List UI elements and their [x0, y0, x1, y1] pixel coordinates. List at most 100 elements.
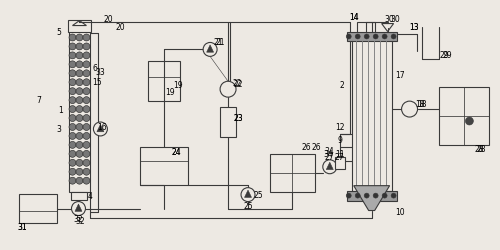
Circle shape — [94, 122, 108, 136]
Circle shape — [69, 133, 76, 140]
Bar — [68, 28, 90, 192]
Text: 22: 22 — [232, 78, 242, 88]
Circle shape — [373, 193, 378, 198]
Bar — [140, 147, 188, 185]
Bar — [220, 108, 236, 138]
Circle shape — [69, 115, 76, 122]
Text: 2: 2 — [340, 80, 344, 89]
Text: 20: 20 — [104, 15, 113, 24]
Circle shape — [83, 160, 90, 166]
Polygon shape — [244, 190, 252, 198]
Bar — [346, 32, 397, 42]
Text: 19: 19 — [166, 87, 175, 96]
Text: 13: 13 — [408, 23, 418, 32]
Text: 26: 26 — [311, 143, 320, 152]
Circle shape — [83, 97, 90, 104]
Circle shape — [83, 115, 90, 122]
Text: 18: 18 — [415, 99, 424, 108]
Circle shape — [69, 160, 76, 166]
Text: 30: 30 — [384, 15, 394, 24]
Circle shape — [355, 193, 360, 198]
Circle shape — [83, 53, 90, 60]
Text: 31: 31 — [18, 222, 28, 231]
Circle shape — [83, 62, 90, 68]
Text: 9: 9 — [338, 136, 342, 145]
Circle shape — [203, 43, 217, 57]
Bar — [18, 194, 57, 224]
Circle shape — [346, 35, 351, 40]
Circle shape — [72, 202, 86, 216]
Text: 5: 5 — [56, 28, 61, 37]
Text: 18: 18 — [417, 99, 426, 108]
Text: 6: 6 — [93, 64, 98, 72]
Text: 26: 26 — [301, 143, 310, 152]
Circle shape — [355, 35, 360, 40]
Circle shape — [83, 168, 90, 175]
Circle shape — [364, 35, 369, 40]
Text: 13: 13 — [408, 23, 418, 32]
Circle shape — [391, 35, 396, 40]
Bar — [346, 191, 397, 201]
Bar — [68, 20, 92, 32]
Text: 31: 31 — [18, 222, 28, 231]
Text: 19: 19 — [174, 80, 183, 89]
Text: 10: 10 — [395, 207, 404, 216]
Circle shape — [76, 151, 83, 158]
Text: 21: 21 — [216, 38, 225, 47]
Circle shape — [83, 106, 90, 113]
Text: 14: 14 — [349, 13, 358, 22]
Circle shape — [69, 53, 76, 60]
Bar — [270, 154, 315, 192]
Bar — [72, 192, 88, 200]
Text: 11: 11 — [335, 150, 344, 159]
Text: 21: 21 — [214, 38, 223, 47]
Text: 29: 29 — [440, 51, 450, 60]
Circle shape — [69, 97, 76, 104]
Text: 24: 24 — [172, 148, 181, 157]
Text: 20: 20 — [116, 23, 125, 32]
Circle shape — [402, 102, 417, 118]
Circle shape — [83, 80, 90, 86]
Circle shape — [83, 70, 90, 78]
Circle shape — [76, 106, 83, 113]
Text: 28: 28 — [476, 145, 486, 154]
Circle shape — [69, 178, 76, 184]
Text: 32: 32 — [74, 214, 84, 223]
Circle shape — [69, 151, 76, 158]
Circle shape — [220, 82, 236, 98]
Circle shape — [69, 62, 76, 68]
Circle shape — [76, 168, 83, 175]
Circle shape — [76, 124, 83, 131]
Circle shape — [76, 44, 83, 51]
Circle shape — [76, 88, 83, 95]
Text: 22: 22 — [234, 80, 243, 88]
Circle shape — [76, 97, 83, 104]
Circle shape — [69, 142, 76, 149]
Circle shape — [83, 151, 90, 158]
Bar — [335, 157, 344, 169]
Text: 29: 29 — [442, 51, 452, 60]
Circle shape — [69, 80, 76, 86]
Text: 17: 17 — [395, 70, 404, 80]
Circle shape — [76, 70, 83, 78]
Text: 7: 7 — [36, 95, 41, 104]
Circle shape — [76, 35, 83, 42]
Text: 14: 14 — [349, 13, 358, 22]
Text: 24: 24 — [172, 148, 181, 157]
Circle shape — [76, 62, 83, 68]
Text: 27: 27 — [335, 153, 344, 162]
Text: 33: 33 — [96, 68, 106, 76]
Bar — [352, 37, 392, 191]
Circle shape — [83, 35, 90, 42]
Polygon shape — [75, 204, 82, 212]
Circle shape — [69, 70, 76, 78]
Circle shape — [69, 88, 76, 95]
Circle shape — [241, 188, 255, 202]
Text: 27: 27 — [325, 153, 334, 162]
Text: 1: 1 — [58, 105, 63, 114]
Circle shape — [83, 124, 90, 131]
Text: 4: 4 — [88, 191, 93, 200]
Circle shape — [76, 142, 83, 149]
Text: 23: 23 — [233, 113, 243, 122]
Polygon shape — [97, 125, 104, 132]
